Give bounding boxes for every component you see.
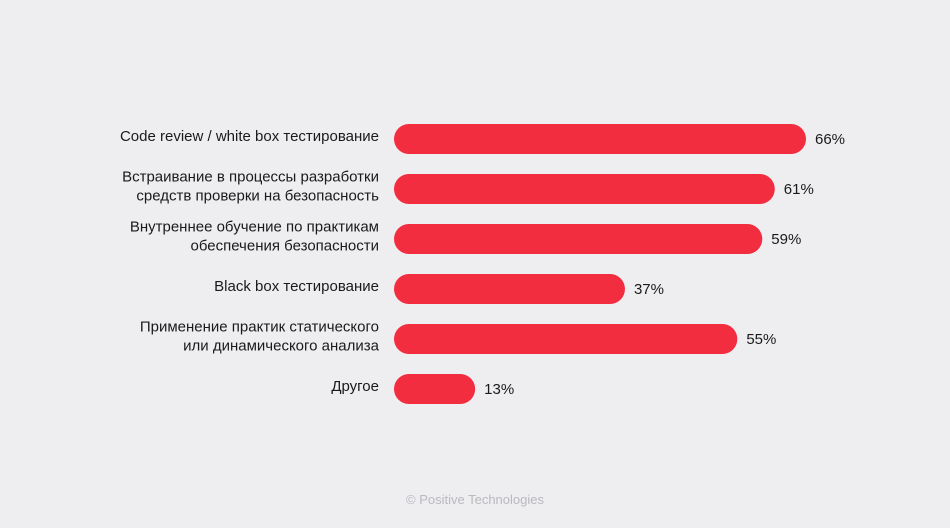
value-label-0: 66%: [815, 131, 845, 148]
bar-1: [394, 174, 775, 204]
category-label-4-line-1: или динамического анализа: [183, 338, 379, 355]
value-label-3: 37%: [634, 281, 664, 298]
value-label-4: 55%: [746, 331, 776, 348]
bar-3: [394, 274, 625, 304]
bar-0: [394, 124, 806, 154]
bar-5: [394, 374, 476, 404]
value-label-5: 13%: [484, 381, 514, 398]
category-label-5: Другое: [331, 378, 379, 395]
value-label-1: 61%: [784, 181, 814, 198]
category-label-2-line-0: Внутреннее обучение по практикам: [130, 219, 379, 236]
bar-4: [394, 324, 738, 354]
category-label-1-line-1: средств проверки на безопасность: [136, 188, 379, 205]
category-label-1-line-0: Встраивание в процессы разработки: [122, 169, 379, 186]
category-label-2-line-1: обеспечения безопасности: [190, 238, 379, 255]
value-label-2: 59%: [771, 231, 801, 248]
category-label-4-line-0: Применение практик статического: [140, 319, 379, 336]
category-label-3: Black box тестирование: [214, 278, 379, 295]
copyright-footer: © Positive Technologies: [406, 492, 544, 507]
category-label-0: Code review / white box тестирование: [120, 128, 379, 145]
bar-2: [394, 224, 763, 254]
